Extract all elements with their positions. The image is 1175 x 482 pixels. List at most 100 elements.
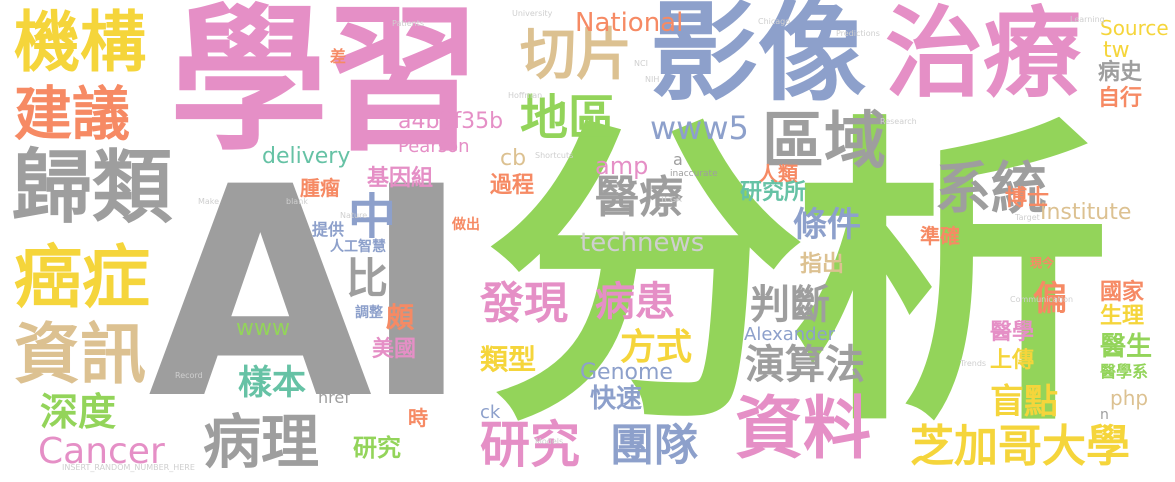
word-jianyi: 建議 — [14, 80, 131, 148]
word-zhijiage: 芝加哥大學 — [910, 421, 1130, 472]
word-small-17: NCI — [634, 59, 648, 68]
word-inaccurate: inaccurate — [670, 169, 718, 179]
word-shendu: 深度 — [40, 390, 117, 434]
word-fazhan: 發現 — [480, 278, 568, 329]
word-pian: 偏 — [1033, 279, 1067, 319]
word-tigong: 提供 — [312, 220, 345, 239]
word-a: a — [673, 150, 683, 169]
word-a4b: a4b3f35b — [398, 109, 504, 134]
word-alexander: Alexander — [744, 324, 836, 345]
word-zhichu: 指出 — [800, 252, 845, 277]
word-guojia: 國家 — [1100, 280, 1145, 305]
word-small-16: NIH — [645, 75, 660, 84]
word-n: n — [1100, 407, 1109, 423]
word-fangshi: 方式 — [620, 327, 693, 368]
word-php: php — [1110, 386, 1149, 410]
word-zhong: 中 — [348, 189, 397, 245]
word-aizheng: 癌症 — [14, 239, 151, 318]
word-small-19: Target — [1015, 213, 1040, 222]
word-small-5: Predictions — [836, 29, 880, 38]
word-po: 頗 — [386, 301, 415, 334]
word-small-11: Record — [175, 371, 203, 380]
word-rengong: 人工智慧 — [330, 239, 386, 255]
word-source: Source — [1100, 16, 1169, 40]
word-xitong: 系統 — [935, 157, 1047, 222]
word-ck: ck — [480, 402, 501, 423]
word-bingli: 病理 — [203, 408, 320, 476]
word-national: National — [575, 8, 684, 38]
word-xianjin: 現今 — [1030, 256, 1055, 270]
word-jigou: 機構 — [14, 4, 146, 81]
word-bingshi: 病史 — [1098, 60, 1143, 85]
word-fenxi: 分析 — [485, 92, 1111, 464]
word-tiaojian: 條件 — [793, 205, 861, 245]
word-small-7: Research — [880, 117, 917, 126]
word-small-4: Patients — [392, 19, 425, 28]
word-qupian: 切片 — [520, 23, 632, 88]
word-small-1: INSERT_RANDOM_NUMBER_HERE — [62, 463, 195, 472]
word-small-6: Chicago — [758, 17, 791, 26]
word-small-3: Learning — [1070, 15, 1105, 24]
word-delivery: delivery — [262, 144, 351, 169]
word-small-13: blank — [286, 197, 308, 206]
word-small-12: Make — [198, 197, 220, 206]
word-www5: www5 — [650, 109, 749, 147]
word-yanjiusuo: 研究所 — [740, 180, 807, 205]
word-guilei: 歸類 — [12, 141, 172, 234]
word-jiyinzu: 基因組 — [367, 166, 434, 191]
word-bingren: 病患 — [595, 279, 675, 325]
word-small-20: Trends — [960, 359, 987, 368]
word-institute: Institute — [1040, 200, 1132, 225]
word-yanjiu2: 研究 — [353, 434, 401, 462]
word-small-10: Communication — [1010, 295, 1074, 304]
word-cha: 差 — [327, 48, 346, 64]
word-zixing: 自行 — [1098, 86, 1143, 111]
word-quyu: 區域 — [762, 104, 887, 177]
word-cancer: Cancer — [38, 431, 165, 472]
word-genome: Genome — [580, 360, 673, 385]
word-shangchuan: 上傳 — [990, 348, 1035, 373]
word-yangben: 樣本 — [238, 363, 306, 403]
word-tw: tw — [1103, 38, 1130, 63]
word-ziliao: 資料 — [735, 390, 872, 469]
word-zhunque: 準確 — [920, 224, 960, 248]
word-small-14: Nature — [340, 211, 368, 220]
word-zhongliu: 腫瘤 — [300, 176, 340, 200]
word-guocheng: 過程 — [490, 173, 535, 198]
word-bidui: 比對 — [346, 254, 431, 303]
word-small-2: University — [512, 9, 553, 18]
word-ai: AI — [148, 126, 470, 463]
word-diqu: 地區 — [520, 90, 617, 146]
word-small-8: Models — [535, 437, 564, 446]
word-panduan: 判斷 — [750, 282, 830, 328]
word-zixun: 資訊 — [14, 316, 146, 393]
word-zhiliao: 治療 — [885, 0, 1082, 111]
word-href: href — [318, 388, 350, 407]
word-mangdian: 盲點 — [990, 382, 1058, 422]
word-tuandui: 團隊 — [610, 420, 698, 471]
word-yanshanfa: 演算法 — [745, 342, 865, 388]
word-shengli: 生理 — [1100, 304, 1145, 329]
word-meiguo: 美國 — [372, 337, 417, 362]
word-small-18: Hoffman — [508, 91, 543, 100]
word-tiaozheng: 調整 — [355, 305, 383, 321]
word-shi: 時 — [408, 406, 428, 430]
word-yanjiu: 研究 — [480, 416, 580, 474]
word-small-9: Shortcuts — [535, 151, 574, 160]
word-yingxiang: 影像 — [650, 0, 867, 116]
word-renlei: 人類 — [758, 162, 798, 186]
word-www: www — [236, 316, 290, 341]
word-technews: technews — [580, 228, 705, 258]
word-yisheng: 醫生 — [1100, 332, 1153, 362]
word-yixuexi: 醫學系 — [1100, 362, 1149, 381]
word-leixing: 類型 — [480, 343, 537, 376]
word-pearson: Pearson — [398, 136, 470, 157]
word-zuochu: 做出 — [452, 217, 480, 233]
word-small-15: TCGA — [660, 195, 682, 204]
word-xuexi: 學習 — [170, 0, 482, 173]
word-cb: cb — [500, 146, 527, 171]
word-amp: amp — [595, 152, 649, 180]
word-yiliao: 醫療 — [595, 172, 683, 223]
word-yixue: 醫學 — [990, 320, 1035, 345]
